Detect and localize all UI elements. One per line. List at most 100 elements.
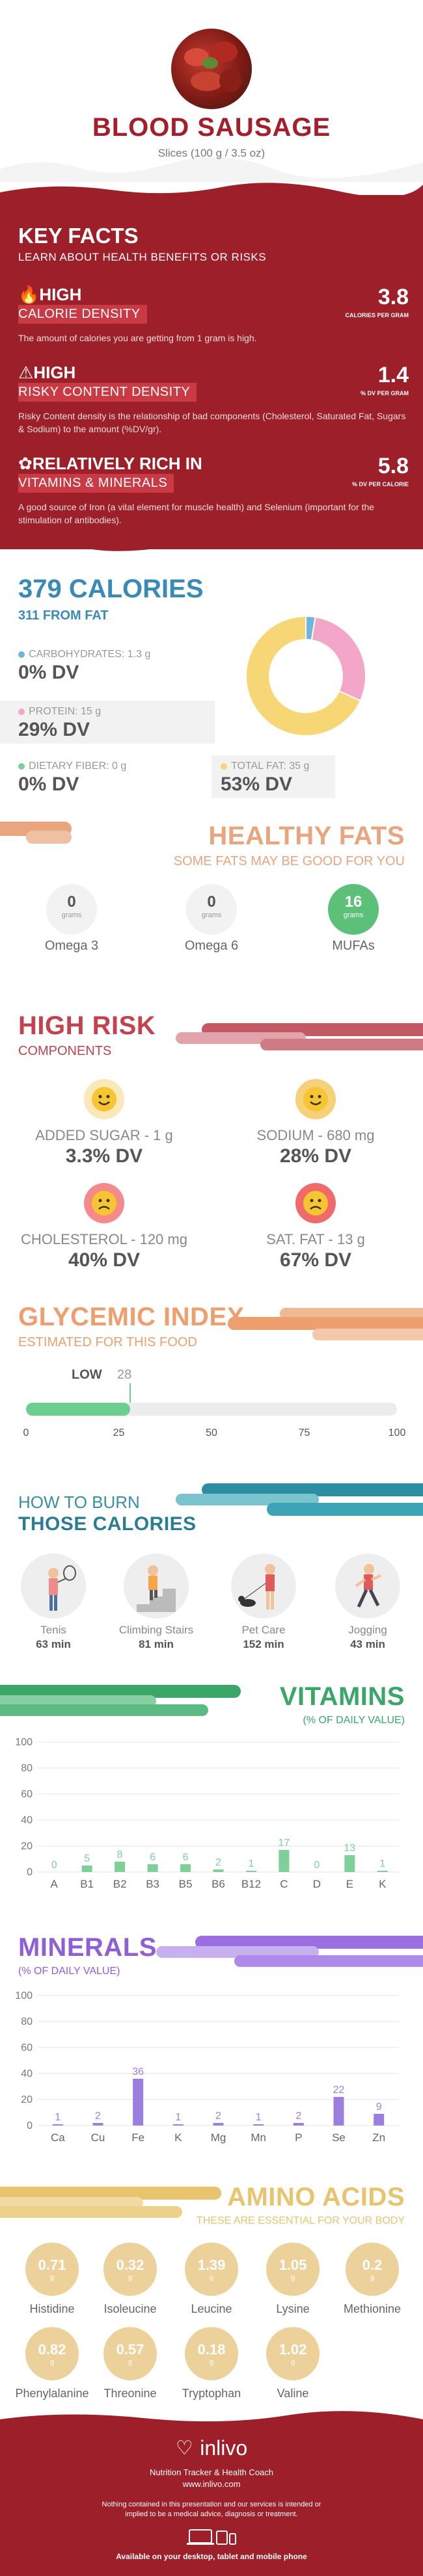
amino-phenylalanine: 0.82 g Phenylalanine (13, 2327, 91, 2400)
amino-value: 0.32 (116, 2257, 144, 2273)
amino-acids-section: AMINO ACIDS THESE ARE ESSENTIAL FOR YOUR… (0, 2178, 423, 2418)
wave-top (0, 183, 423, 198)
glycemic-tick-label: 100 (388, 1427, 406, 1438)
fat-unit: grams (61, 911, 82, 919)
fact-label: CALORIE DENSITY (18, 305, 147, 324)
bar-value-label: 17 (279, 1838, 290, 1849)
amino-valine: 1.02 g Valine (254, 2327, 332, 2400)
bar-e (344, 1855, 355, 1872)
fact-unit: CALORIES PER GRAM (345, 312, 409, 319)
vitamins-bar-chart: 0 20 40 60 80 100 0 A 5 B1 8 B2 6 B3 6 B5 2 B6 1 B12 17 C 0 D 13… (15, 1737, 399, 1890)
y-tick-label: 0 (27, 2120, 33, 2131)
calories-total: 379 CALORIES (18, 575, 204, 603)
nutrient-dv: 0% DV (18, 774, 79, 795)
x-tick-label: P (295, 2131, 302, 2144)
risk-sat-fat: SAT. FAT - 13 g 67% DV (218, 1183, 413, 1271)
x-tick-label: B5 (179, 1878, 193, 1890)
amino-name: Methionine (343, 2302, 402, 2315)
availability-text: Available on your desktop, tablet and mo… (116, 2552, 307, 2561)
amino-isoleucine: 0.32 g Isoleucine (91, 2243, 169, 2316)
bar-value-label: 6 (183, 1852, 189, 1863)
hero-section: BLOOD SAUSAGE Slices (100 g / 3.5 oz) (0, 0, 423, 182)
bar-k (172, 2124, 184, 2126)
fat-value: 16 (344, 893, 362, 911)
nutrient-carbohydrates: CARBOHYDRATES: 1.3 g 0% DV (0, 644, 215, 686)
amino-name: Valine (277, 2387, 309, 2400)
bar-b5 (180, 1864, 191, 1872)
vitamins-title: VITAMINS (279, 1682, 405, 1711)
x-tick-label: Zn (372, 2131, 385, 2144)
bar-mg (213, 2123, 224, 2126)
food-photo (171, 29, 252, 109)
x-tick-label: B2 (113, 1878, 127, 1890)
website-link[interactable]: www.inlivo.com (182, 2479, 241, 2489)
amino-title: AMINO ACIDS (227, 2183, 405, 2211)
glycemic-index-section: GLYCEMIC INDEX ESTIMATED FOR THIS FOOD L… (0, 1300, 423, 1456)
glycemic-tick-label: 0 (23, 1427, 29, 1438)
footer: ♡ inlivo Nutrition Tracker & Health Coac… (0, 2411, 423, 2576)
activity-time: 152 min (243, 1638, 284, 1650)
amino-name: Histidine (29, 2302, 75, 2315)
nutrient-label: DIETARY FIBER: 0 g (29, 761, 127, 772)
risk-dv: 67% DV (279, 1249, 352, 1271)
nutrient-dv: 29% DV (18, 719, 90, 740)
amino-name: Leucine (191, 2302, 232, 2315)
minerals-bar-chart: 0 20 40 60 80 100 1 Ca 2 Cu 36 Fe 1 K 2 Mg 1 Mn 2 P 22 Se 9 Zn (15, 1990, 399, 2144)
heart-icon: ♡ (175, 2438, 193, 2459)
amino-unit: g (128, 2274, 133, 2282)
healthy-fats-section: HEALTHY FATS SOME FATS MAY BE GOOD FOR Y… (0, 819, 423, 975)
activity-time: 81 min (139, 1638, 174, 1650)
fact-calorie-density: 🔥HIGH CALORIE DENSITY 3.8 CALORIES PER G… (18, 285, 409, 345)
amino-name: Phenylalanine (15, 2387, 89, 2400)
risk-cholesterol: CHOLESTEROL - 120 mg 40% DV (7, 1183, 202, 1271)
amino-leucine: 1.39 g Leucine (172, 2243, 251, 2316)
x-tick-label: K (174, 2131, 182, 2144)
amino-unit: g (370, 2274, 375, 2282)
fact-description: The amount of calories you are getting f… (18, 333, 257, 343)
fact-risky-content: ⚠HIGH RISKY CONTENT DENSITY 1.4 % DV PER… (18, 363, 409, 436)
y-tick-label: 0 (27, 1867, 33, 1878)
fact-unit: % DV PER CALORIE (351, 481, 409, 488)
bar-value-label: 8 (117, 1849, 123, 1860)
risk-label: CHOLESTEROL - 120 mg (21, 1231, 187, 1247)
amino-name: Isoleucine (103, 2302, 157, 2315)
bar-value-label: 2 (215, 2111, 221, 2122)
amino-value: 0.57 (116, 2341, 144, 2358)
glycemic-tick-label: 75 (298, 1427, 310, 1438)
risk-dv: 40% DV (68, 1249, 141, 1271)
y-tick-label: 40 (21, 2068, 33, 2079)
amino-unit: g (290, 2358, 295, 2366)
vitamins-subtitle: (% OF DAILY VALUE) (303, 1715, 405, 1726)
devices-icon (0, 2527, 423, 2550)
fat-unit: grams (343, 911, 364, 919)
fat-name: MUFAs (332, 939, 375, 953)
x-tick-label: B12 (241, 1878, 261, 1890)
y-tick-label: 80 (21, 1763, 33, 1774)
key-facts-subtitle: LEARN ABOUT HEALTH BENEFITS OR RISKS (18, 251, 267, 263)
tagline: Nutrition Tracker & Health Coach (149, 2467, 274, 2477)
fact-value: 5.8 (377, 454, 409, 478)
bar-ca (52, 2124, 63, 2126)
risk-sodium: SODIUM - 680 mg 28% DV (218, 1079, 413, 1167)
amino-tryptophan: 0.18 g Tryptophan (172, 2327, 251, 2400)
bar-value-label: 1 (256, 2112, 262, 2123)
activity-name: Pet Care (241, 1624, 286, 1636)
bar-mn (253, 2124, 264, 2126)
fact-vitamins-minerals: ✿RELATIVELY RICH IN VITAMINS & MINERALS … (18, 454, 409, 527)
x-tick-label: B3 (146, 1878, 159, 1890)
y-tick-label: 100 (15, 1990, 33, 2001)
bar-value-label: 13 (344, 1843, 355, 1854)
amino-unit: g (209, 2358, 214, 2366)
fat-mufas: 16 grams MUFAs (314, 884, 392, 954)
amino-unit: g (128, 2358, 133, 2366)
brand-logo[interactable]: ♡ inlivo (0, 2436, 423, 2460)
bar-value-label: 1 (55, 2112, 61, 2123)
y-tick-label: 60 (21, 1789, 33, 1800)
fact-level: RELATIVELY RICH IN (32, 454, 202, 473)
minerals-section: MINERALS (% OF DAILY VALUE) 0 20 40 60 80 100… (0, 1931, 423, 2178)
y-tick-label: 20 (21, 2094, 33, 2105)
y-tick-label: 20 (21, 1841, 33, 1852)
fat-name: Omega 3 (44, 939, 99, 953)
bar-value-label: 1 (175, 2112, 181, 2123)
bar-value-label: 9 (376, 2101, 382, 2113)
